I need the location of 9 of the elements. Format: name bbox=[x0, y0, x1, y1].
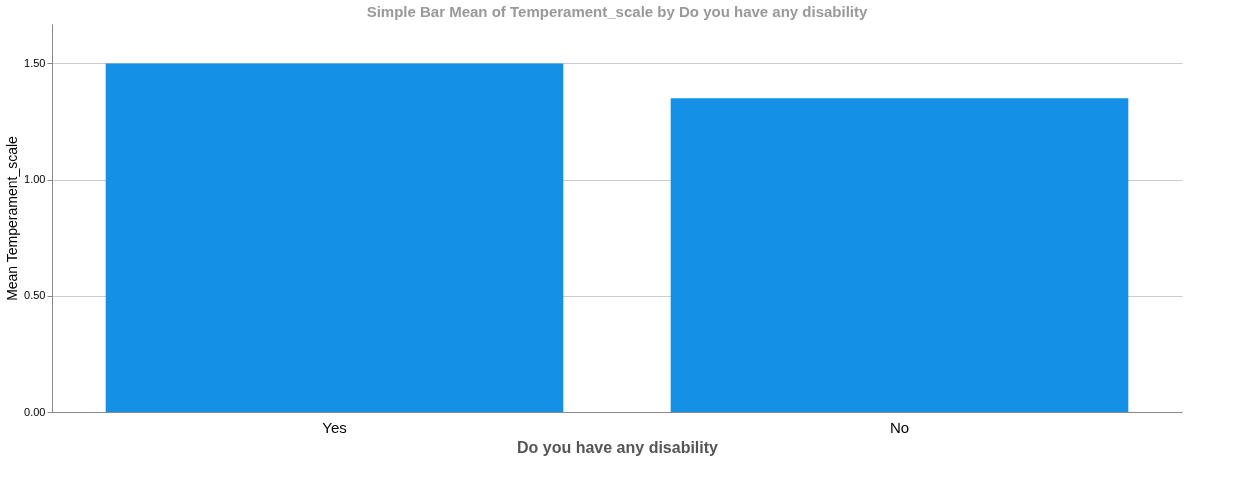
y-tick-label: 0.50 bbox=[24, 289, 46, 302]
x-tick-label: Yes bbox=[322, 418, 347, 436]
y-tick-label: 1.50 bbox=[24, 57, 46, 69]
y-tick-label: 1.00 bbox=[24, 173, 46, 186]
x-tick-label: No bbox=[889, 418, 910, 436]
y-axis-title: Mean Temperament_scale bbox=[4, 135, 21, 301]
x-axis-title: Do you have any disability bbox=[517, 438, 719, 456]
y-tick-label: 0.00 bbox=[24, 405, 46, 418]
chart-title: Simple Bar Mean of Temperament_scale by Do you have any disability bbox=[366, 3, 869, 20]
